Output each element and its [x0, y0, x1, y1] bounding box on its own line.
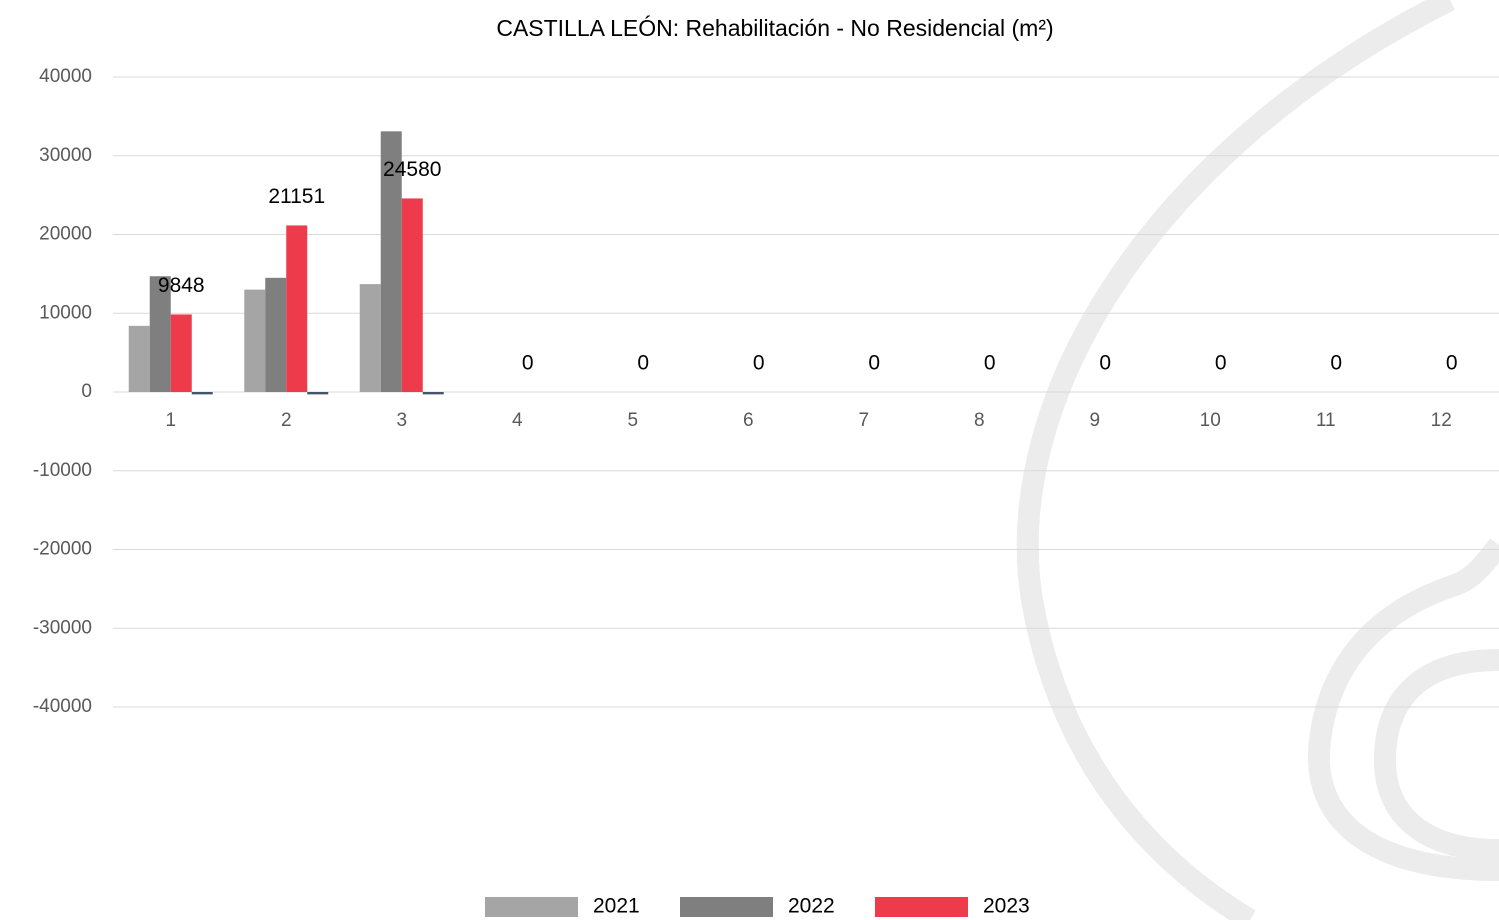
bar: [401, 198, 423, 392]
bar: [307, 392, 329, 395]
x-tick-label: 9: [1089, 410, 1100, 431]
y-tick-label: -20000: [33, 539, 92, 560]
x-tick-label: 3: [396, 410, 407, 431]
background-decoration: [1016, 0, 1499, 920]
data-label: 0: [1446, 352, 1458, 375]
data-label: 0: [753, 352, 765, 375]
chart-title: CASTILLA LEÓN: Rehabilitación - No Resid…: [496, 15, 1053, 41]
data-label: 24580: [383, 158, 441, 181]
y-tick-label: 10000: [39, 302, 92, 323]
bar: [244, 289, 266, 392]
data-label: 0: [1215, 352, 1227, 375]
x-tick-label: 5: [627, 410, 638, 431]
legend-swatch: [875, 897, 968, 917]
y-tick-label: -10000: [33, 460, 92, 481]
y-tick-label: 40000: [39, 66, 92, 87]
data-label: 0: [1099, 352, 1111, 375]
bar: [149, 276, 171, 392]
y-tick-label: -30000: [33, 617, 92, 638]
x-tick-label: 6: [743, 410, 754, 431]
x-tick-label: 7: [858, 410, 869, 431]
legend-swatch: [680, 897, 773, 917]
bar: [380, 131, 402, 392]
x-tick-label: 4: [512, 410, 523, 431]
data-label: 9848: [158, 274, 205, 297]
legend-swatch: [485, 897, 578, 917]
bar: [191, 392, 213, 395]
bar: [422, 392, 444, 395]
y-tick-label: 0: [81, 381, 92, 402]
x-tick-label: 11: [1316, 410, 1336, 431]
x-tick-label: 10: [1200, 410, 1221, 431]
data-label: 0: [1330, 352, 1342, 375]
data-label: 0: [637, 352, 649, 375]
bar: [265, 277, 287, 392]
x-tick-label: 12: [1431, 410, 1452, 431]
y-tick-label: -40000: [33, 696, 92, 717]
data-label: 21151: [268, 185, 325, 208]
x-tick-label: 2: [281, 410, 292, 431]
legend-label: 2023: [983, 895, 1030, 918]
legend-label: 2022: [788, 895, 835, 918]
data-label: 0: [522, 352, 534, 375]
bar: [128, 325, 150, 392]
x-tick-label: 8: [974, 410, 985, 431]
y-tick-label: 30000: [39, 145, 92, 166]
data-label: 0: [868, 352, 880, 375]
bar: [286, 225, 308, 392]
data-label: 0: [984, 352, 996, 375]
x-tick-label: 1: [165, 410, 176, 431]
y-tick-label: 20000: [39, 224, 92, 245]
bar: [170, 314, 192, 392]
bar: [359, 284, 381, 392]
legend-label: 2021: [593, 895, 640, 918]
